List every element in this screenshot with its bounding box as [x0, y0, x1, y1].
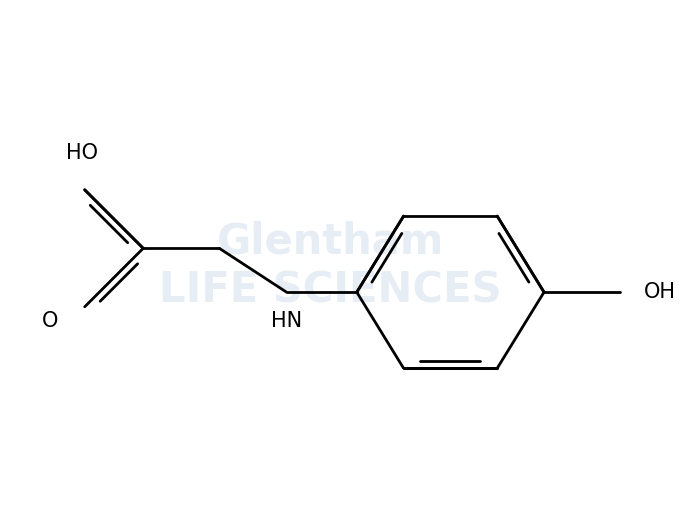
Text: HO: HO	[65, 144, 97, 163]
Text: Glentham
LIFE SCIENCES: Glentham LIFE SCIENCES	[159, 220, 502, 311]
Text: HN: HN	[271, 311, 302, 331]
Text: O: O	[41, 311, 58, 331]
Text: OH: OH	[644, 282, 676, 302]
